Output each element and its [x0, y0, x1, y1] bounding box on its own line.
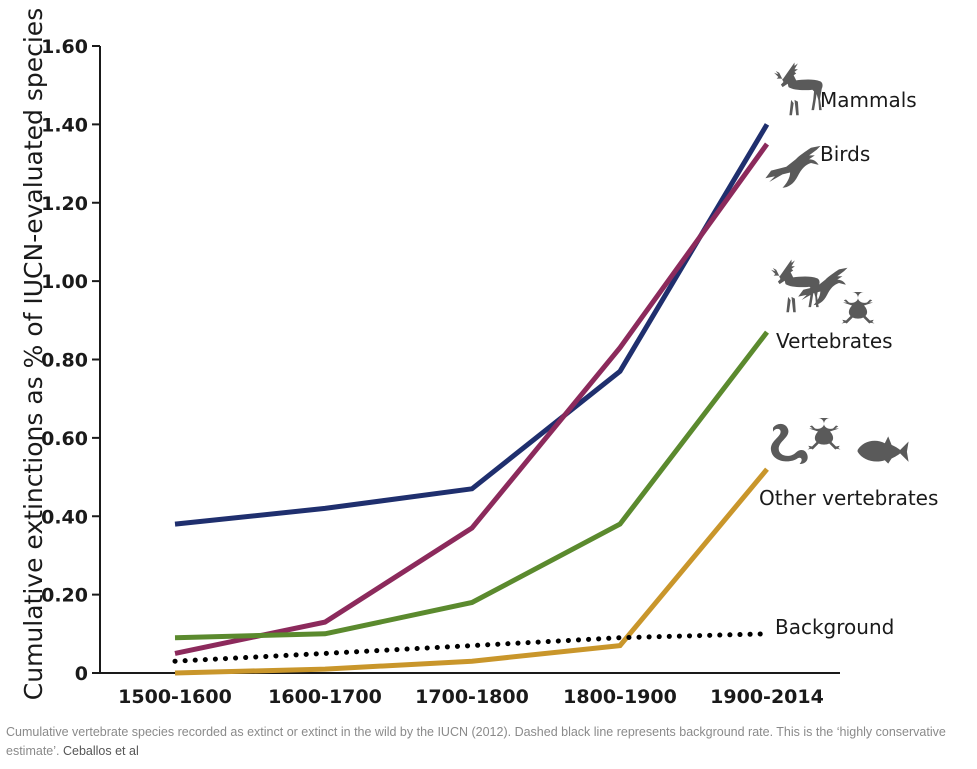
frog-icon: [807, 418, 841, 450]
y-tick-label: 0.60: [41, 428, 88, 450]
fish-icon: [857, 436, 909, 464]
y-tick-label: 1.40: [41, 114, 88, 136]
y-tick-label: 0: [75, 663, 88, 685]
series-line-mammals: [174, 123, 770, 527]
series-line-vertebrates: [174, 330, 769, 641]
extinction-line-chart: 0 0.20 0.40 0.60 0.80 1.00 1.20 1.40 1.60 1500-1…: [19, 8, 938, 708]
series-label-birds: Birds: [820, 142, 870, 166]
x-tick-label: 1800-1900: [563, 686, 677, 708]
bird-icon: [765, 145, 821, 188]
y-ticks: 0 0.20 0.40 0.60 0.80 1.00 1.20 1.40 1.60: [41, 36, 100, 685]
y-axis-label: Cumulative extinctions as % of IUCN-eval…: [19, 8, 48, 700]
x-tick-label: 1700-1800: [415, 686, 529, 708]
y-tick-label: 1.60: [41, 36, 88, 58]
y-tick-label: 0.20: [41, 585, 88, 607]
series-label-vertebrates: Vertebrates: [776, 329, 893, 353]
x-ticks: 1500-1600 1600-1700 1700-1800 1800-1900 1900…: [118, 686, 824, 708]
deer-icon: [774, 62, 823, 116]
deer-icon: [771, 259, 820, 313]
series-lines: [172, 123, 770, 676]
y-tick-label: 1.00: [41, 271, 88, 293]
series-label-other-vertebrates: Other vertebrates: [759, 486, 938, 510]
series-line-other-vertebrates: [174, 467, 769, 676]
series-labels: Mammals Birds Vertebrates Other vertebrates…: [759, 88, 938, 639]
figure-caption: Cumulative vertebrate species recorded a…: [6, 723, 961, 761]
frog-icon: [841, 292, 875, 324]
x-tick-label: 1500-1600: [118, 686, 232, 708]
x-tick-label: 1600-1700: [268, 686, 382, 708]
series-label-background: Background: [775, 615, 894, 639]
y-tick-label: 1.20: [41, 193, 88, 215]
caption-text: Cumulative vertebrate species recorded a…: [6, 725, 946, 758]
caption-credit-link[interactable]: Ceballos et al: [62, 744, 139, 758]
snake-icon: [770, 423, 808, 464]
y-tick-label: 0.80: [41, 350, 88, 372]
y-tick-label: 0.40: [41, 506, 88, 528]
series-line-background: [172, 631, 770, 664]
x-tick-label: 1900-2014: [710, 686, 824, 708]
series-line-birds: [174, 142, 770, 656]
series-label-mammals: Mammals: [820, 88, 917, 112]
